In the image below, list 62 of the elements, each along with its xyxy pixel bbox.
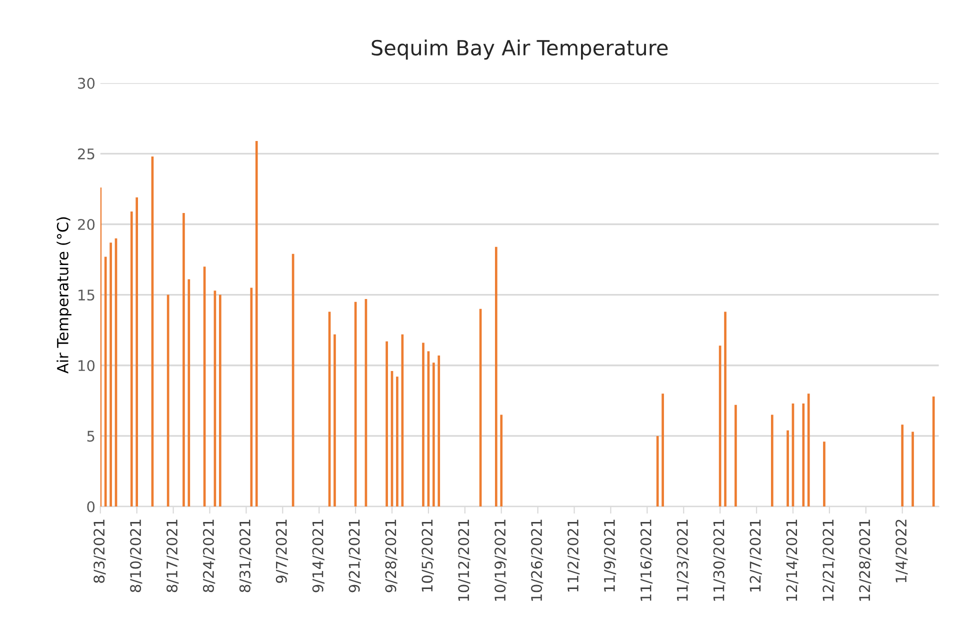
x-tick-label: 11/9/2021: [604, 520, 616, 592]
chart-title: Sequim Bay Air Temperature: [372, 39, 668, 60]
bar: [188, 279, 190, 507]
bar: [250, 288, 253, 507]
bar: [401, 334, 404, 507]
bar: [786, 430, 789, 507]
bar: [802, 404, 805, 507]
bar: [136, 197, 138, 507]
x-tick-label: 12/7/2021: [750, 520, 762, 592]
x-tick-label: 9/28/2021: [385, 520, 398, 592]
bar: [182, 212, 185, 507]
y-tick-label: 20: [78, 218, 95, 230]
bar: [912, 432, 914, 507]
bar: [218, 294, 222, 507]
x-tick-label: 8/10/2021: [130, 520, 142, 592]
x-tick-label: 11/2/2021: [567, 520, 580, 592]
bar: [770, 414, 774, 507]
bar: [438, 356, 440, 507]
x-tick-label: 12/14/2021: [786, 520, 798, 601]
bar: [734, 404, 737, 507]
x-tick-label: 10/26/2021: [531, 520, 544, 601]
y-axis-title: Air Temperature (°C): [56, 217, 72, 374]
x-tick-label: 12/21/2021: [822, 520, 835, 601]
x-tick-label: 12/28/2021: [859, 520, 872, 601]
bar: [104, 256, 107, 507]
bar: [334, 334, 336, 507]
x-tick-label: 1/4/2022: [896, 520, 908, 582]
bar: [494, 246, 498, 507]
x-tick-label: 9/7/2021: [276, 520, 288, 583]
bar: [255, 140, 258, 507]
x-tick-label: 8/17/2021: [166, 520, 179, 592]
bar: [110, 242, 112, 507]
x-tick-label: 11/16/2021: [640, 520, 653, 601]
bar: [386, 341, 388, 507]
bar: [932, 396, 935, 507]
y-tick-label: 30: [78, 78, 95, 89]
x-tick-label: 11/23/2021: [676, 520, 689, 601]
y-tick-label: 0: [87, 501, 95, 512]
x-tick-label: 8/31/2021: [239, 520, 252, 592]
bar: [432, 362, 435, 507]
y-tick-label: 10: [78, 360, 95, 372]
x-tick-label: 11/30/2021: [713, 520, 726, 601]
bar: [500, 414, 503, 507]
bar: [422, 342, 424, 507]
bar: [724, 312, 726, 507]
y-tick-label: 25: [78, 148, 94, 160]
bar: [656, 436, 659, 507]
x-tick-label: 10/12/2021: [458, 520, 470, 601]
bar: [130, 212, 133, 507]
bar: [823, 442, 826, 507]
bar: [662, 394, 664, 507]
x-tick-label: 9/21/2021: [348, 520, 361, 592]
bar: [901, 424, 904, 507]
x-tick-label: 9/14/2021: [312, 520, 324, 592]
x-tick-label: 10/5/2021: [422, 520, 434, 592]
y-tick-label: 5: [87, 430, 94, 442]
bar: [807, 394, 810, 507]
x-tick-label: 10/19/2021: [494, 520, 507, 601]
y-tick-label: 15: [78, 290, 94, 301]
x-tick-label: 8/24/2021: [202, 520, 216, 592]
bar: [396, 376, 398, 507]
x-tick-label: 8/3/2021: [94, 520, 106, 583]
